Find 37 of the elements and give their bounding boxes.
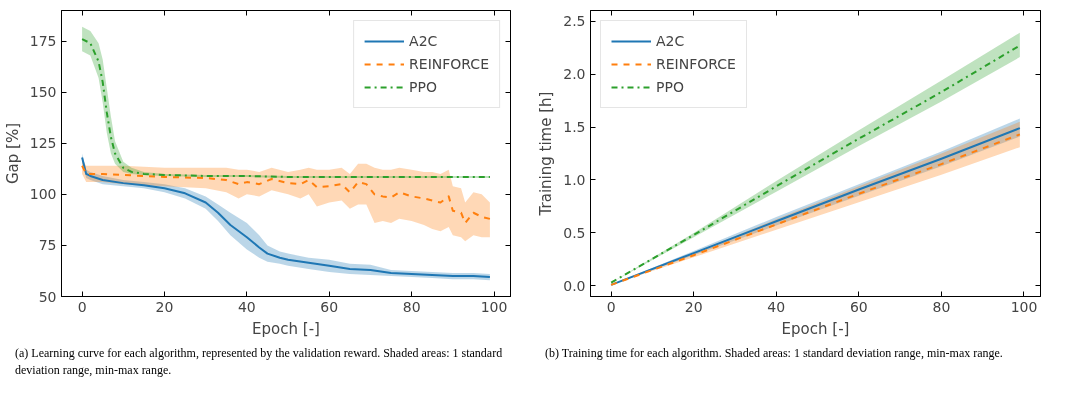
text: (a) Learning curve for each algorithm, represented by the validation reward. Shaded areas: 1 standard deviation range, min-max range. (15, 345, 504, 380)
legend-label: PPO (656, 79, 684, 95)
x-tick-label: 60 (849, 298, 868, 315)
x-tick-label: 20 (155, 298, 174, 315)
y-tick-label: 50 (38, 288, 57, 305)
y-tick-label: 1.5 (563, 119, 586, 136)
y-tick-label: 75 (38, 237, 57, 254)
x-tick-label: 60 (320, 298, 339, 315)
x-tick-label: 100 (1010, 298, 1038, 315)
x-axis-title: Epoch [-] (252, 319, 320, 338)
y-tick-label: 0.5 (563, 224, 586, 241)
x-tick-label: 0 (606, 298, 616, 315)
y-axis-title: Gap [%] (3, 122, 22, 185)
y-tick-label: 100 (29, 186, 57, 203)
text: (b) Training time for each algorithm. Shaded areas: 1 standard deviation range, min-max range. (545, 345, 1003, 362)
legend-label: A2C (656, 33, 685, 49)
x-tick-label: 80 (402, 298, 421, 315)
y-tick-label: 2.5 (563, 13, 586, 30)
x-tick-label: 0 (77, 298, 87, 315)
y-tick-label: 0.0 (563, 277, 586, 294)
x-tick-label: 40 (237, 298, 256, 315)
legend-label: PPO (409, 79, 437, 95)
y-tick-label: 175 (29, 33, 57, 50)
y-tick-label: 1.0 (563, 171, 586, 188)
legend-label: REINFORCE (656, 56, 736, 72)
x-tick-label: 80 (932, 298, 951, 315)
y-tick-label: 150 (29, 84, 57, 101)
x-tick-label: 100 (480, 298, 508, 315)
x-axis-title: Epoch [-] (781, 319, 850, 338)
y-axis-title: Training time [h] (537, 91, 556, 217)
line-series (81, 164, 491, 224)
legend-label: A2C (409, 33, 438, 49)
y-tick-label: 125 (29, 135, 57, 152)
x-tick-label: 20 (684, 298, 703, 315)
y-tick-label: 2.0 (563, 66, 586, 83)
x-tick-label: 40 (767, 298, 786, 315)
legend-label: REINFORCE (409, 56, 489, 72)
